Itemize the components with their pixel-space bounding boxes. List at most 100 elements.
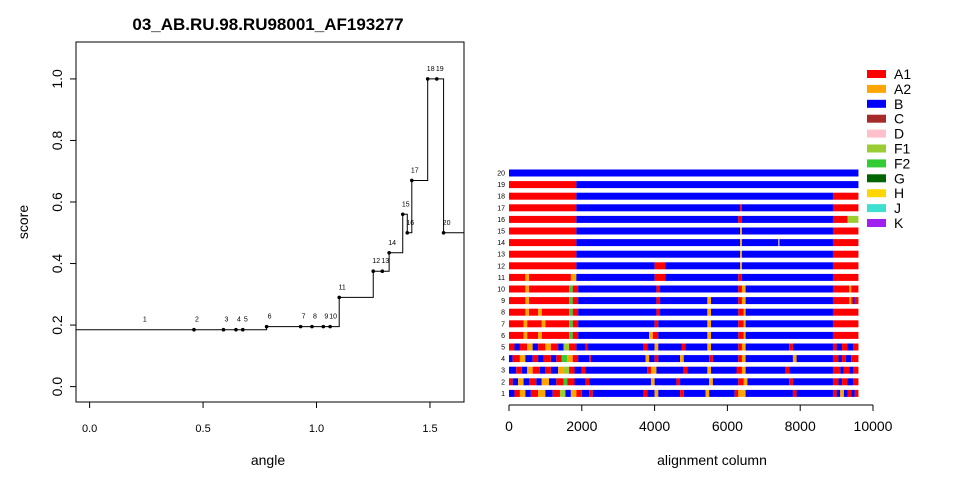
segment bbox=[509, 227, 577, 235]
left-y-tick-label: 0.4 bbox=[49, 254, 65, 274]
segment bbox=[792, 389, 797, 397]
segment bbox=[709, 378, 713, 386]
row-label: 5 bbox=[501, 345, 505, 352]
segment bbox=[569, 343, 577, 351]
segment bbox=[740, 250, 742, 258]
segment bbox=[509, 204, 577, 212]
segment bbox=[518, 378, 524, 386]
right-x-tick-label: 8000 bbox=[785, 418, 816, 434]
segment bbox=[650, 378, 655, 386]
segment bbox=[525, 297, 530, 305]
legend-label: F1 bbox=[894, 141, 911, 157]
segment bbox=[529, 308, 539, 316]
segment bbox=[832, 227, 859, 235]
point-label: 20 bbox=[443, 220, 451, 227]
segment bbox=[849, 285, 852, 293]
left-y-tick-label: 0.0 bbox=[49, 377, 65, 397]
segment bbox=[843, 366, 850, 374]
segment bbox=[741, 343, 746, 351]
legend-label: A2 bbox=[894, 81, 911, 97]
segment bbox=[832, 355, 839, 363]
segment bbox=[572, 320, 579, 328]
segment bbox=[647, 389, 655, 397]
segment bbox=[685, 343, 708, 351]
row-label: 3 bbox=[501, 368, 505, 375]
segment bbox=[845, 355, 852, 363]
segment bbox=[738, 378, 744, 386]
segment bbox=[514, 343, 520, 351]
segment bbox=[581, 389, 590, 397]
segment bbox=[509, 331, 524, 339]
segment bbox=[550, 355, 557, 363]
segment bbox=[849, 297, 852, 305]
segment bbox=[552, 389, 560, 397]
segment bbox=[738, 273, 742, 281]
segment bbox=[847, 378, 853, 386]
point-label: 5 bbox=[244, 317, 248, 324]
segment bbox=[647, 366, 651, 374]
legend-swatch bbox=[867, 129, 886, 138]
legend-label: D bbox=[894, 126, 904, 142]
segment bbox=[738, 343, 742, 351]
segment bbox=[738, 355, 742, 363]
step-point bbox=[400, 212, 405, 217]
point-label: 14 bbox=[388, 240, 396, 247]
segment bbox=[789, 343, 793, 351]
segment bbox=[652, 331, 659, 339]
right-x-tick-label: 10000 bbox=[854, 418, 893, 434]
segment bbox=[683, 355, 710, 363]
segment bbox=[660, 308, 708, 316]
segment bbox=[556, 355, 562, 363]
segment bbox=[585, 366, 648, 374]
segment bbox=[745, 355, 793, 363]
segment bbox=[832, 192, 859, 200]
segment bbox=[519, 389, 526, 397]
segment bbox=[707, 308, 712, 316]
segment bbox=[645, 355, 650, 363]
point-label: 7 bbox=[302, 314, 306, 321]
step-point bbox=[310, 324, 314, 329]
segment bbox=[525, 273, 530, 281]
segment bbox=[796, 355, 833, 363]
segment bbox=[569, 285, 573, 293]
segment bbox=[676, 378, 681, 386]
segment bbox=[654, 378, 677, 386]
point-label: 2 bbox=[195, 317, 199, 324]
segment bbox=[569, 320, 573, 328]
segment bbox=[709, 389, 735, 397]
row-label: 2 bbox=[501, 379, 505, 386]
segment bbox=[707, 343, 712, 351]
segment bbox=[532, 343, 539, 351]
segment bbox=[578, 355, 590, 363]
row-label: 11 bbox=[498, 275, 505, 282]
segment bbox=[847, 389, 852, 397]
segment bbox=[709, 355, 713, 363]
segment bbox=[743, 331, 746, 339]
right-x-tick-label: 4000 bbox=[639, 418, 670, 434]
segment bbox=[852, 343, 859, 351]
legend-swatch bbox=[867, 174, 886, 183]
segment bbox=[512, 355, 520, 363]
segment bbox=[572, 308, 579, 316]
segment bbox=[563, 378, 568, 386]
segment bbox=[658, 331, 708, 339]
segment bbox=[741, 297, 746, 305]
segment bbox=[527, 366, 533, 374]
segment bbox=[589, 378, 651, 386]
segment bbox=[738, 285, 742, 293]
right-x-tick-label: 2000 bbox=[566, 418, 597, 434]
legend-swatch bbox=[867, 204, 886, 213]
segment bbox=[512, 378, 519, 386]
segment bbox=[741, 204, 833, 212]
segment bbox=[521, 366, 528, 374]
row-label: 4 bbox=[501, 356, 505, 363]
segment bbox=[738, 215, 742, 223]
segment bbox=[650, 366, 657, 374]
segment bbox=[545, 320, 570, 328]
segment bbox=[527, 331, 539, 339]
segment bbox=[578, 331, 650, 339]
segment bbox=[711, 331, 739, 339]
step-point bbox=[328, 324, 332, 329]
segment bbox=[796, 389, 833, 397]
segment bbox=[576, 262, 655, 270]
